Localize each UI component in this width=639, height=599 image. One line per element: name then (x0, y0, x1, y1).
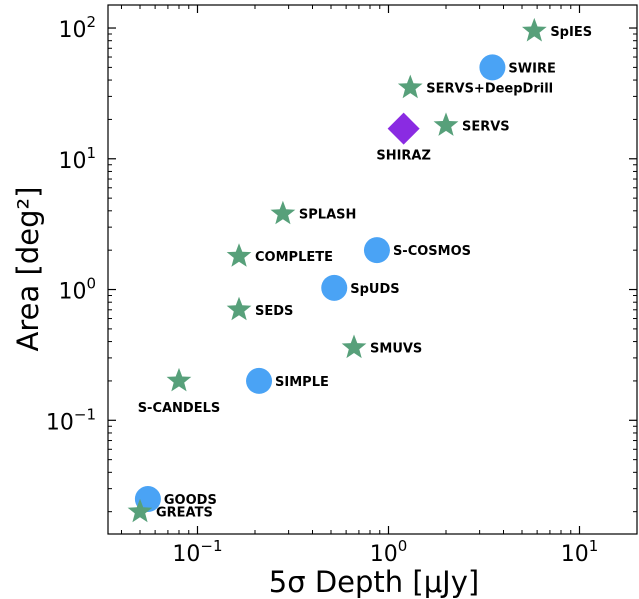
y-axis-title: Area [deg²] (11, 187, 45, 352)
x-tick-label: 10−1 (172, 537, 222, 567)
point-s-candels-star (166, 367, 192, 392)
point-seds-star (226, 296, 252, 321)
point-complete-star (226, 243, 252, 267)
point-shiraz-diamond (387, 112, 420, 145)
point-label-goods: GOODS (164, 493, 217, 508)
point-splash-star (270, 200, 296, 225)
point-servs-star (433, 112, 459, 136)
point-greats-star (127, 498, 153, 523)
point-label-smuvs: SMUVS (370, 342, 422, 357)
point-spies-star (522, 17, 547, 42)
y-tick-label: 10−1 (46, 405, 96, 435)
point-label-seds: SEDS (255, 304, 293, 319)
point-label-complete: COMPLETE (255, 250, 333, 265)
x-tick-label: 101 (561, 537, 599, 567)
point-label-s-cosmos: S-COSMOS (393, 244, 471, 259)
y-tick-label: 101 (58, 144, 96, 174)
x-axis-title: 5σ Depth [μJy] (269, 565, 479, 599)
point-simple-circle (246, 367, 273, 394)
point-servs-deepdrill-star (397, 74, 423, 99)
point-label-simple: SIMPLE (275, 375, 329, 390)
point-label-swire: SWIRE (508, 61, 555, 76)
point-label-greats: GREATS (156, 506, 213, 521)
point-label-servs: SERVS (462, 119, 510, 134)
x-tick-label: 100 (370, 537, 408, 567)
point-spuds-circle (321, 274, 348, 301)
y-tick-label: 102 (58, 13, 96, 43)
point-label-servs-deepdrill: SERVS+DeepDrill (426, 82, 553, 97)
point-label-splash: SPLASH (299, 208, 356, 223)
data-points: SpIES SWIRE SERVS+DeepDrill SERVS SHIRAZ SPLA… (127, 17, 592, 523)
axis-ticks: 10−1 100 101 10−1 100 101 102 (46, 5, 637, 567)
point-label-spuds: SpUDS (350, 282, 399, 297)
y-tick-label: 100 (58, 275, 96, 305)
point-swire-circle (479, 54, 506, 81)
point-label-shiraz: SHIRAZ (376, 149, 431, 164)
point-label-s-candels: S-CANDELS (138, 401, 221, 416)
point-s-cosmos-circle (363, 237, 390, 264)
plot-frame (107, 4, 638, 535)
point-smuvs-star (341, 334, 367, 359)
point-label-spies: SpIES (550, 25, 592, 40)
